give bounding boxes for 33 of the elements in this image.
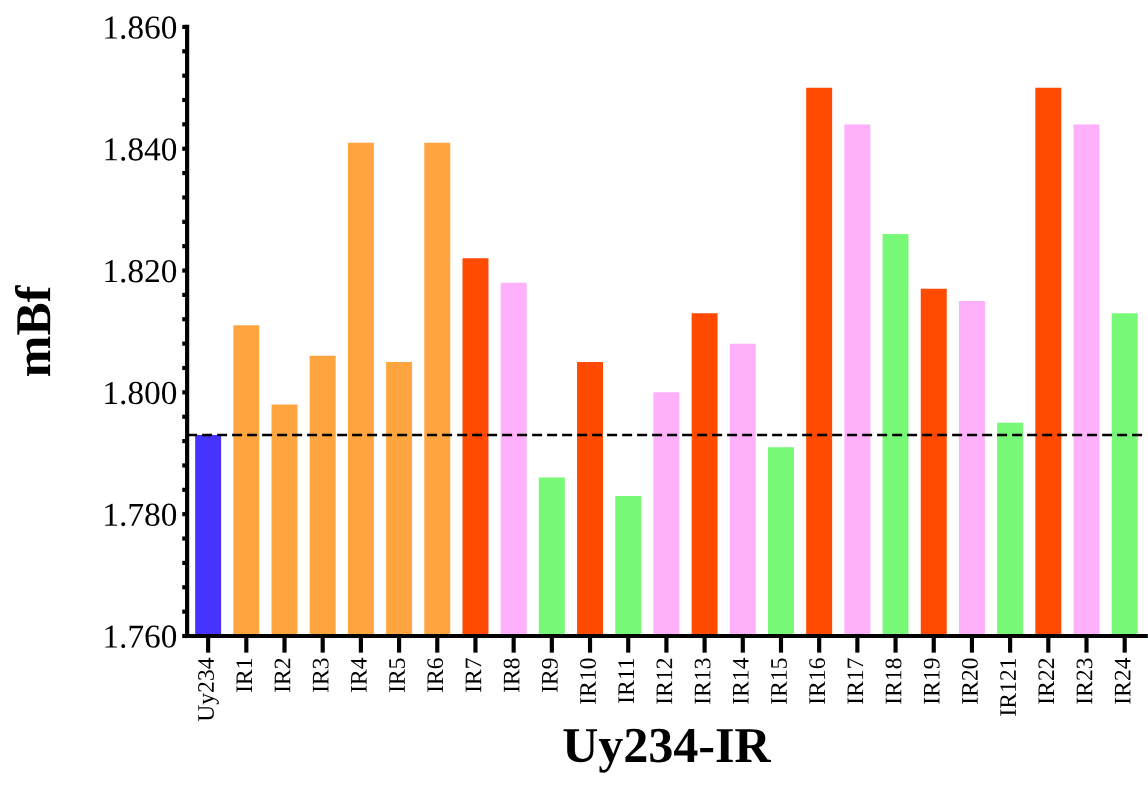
x-axis-title: Uy234-IR [563, 728, 772, 773]
y-tick-label: 1.820 [105, 259, 177, 283]
x-tick-label: IR2 [274, 658, 291, 693]
x-tick-label: IR3 [312, 658, 329, 693]
x-tick-label: IR10 [580, 658, 596, 704]
x-tick-label: IR6 [427, 658, 444, 693]
x-tick-label: IR9 [541, 658, 558, 693]
y-axis-title: mBf [14, 285, 51, 376]
x-tick-label: IR1 [236, 658, 252, 693]
x-tick-label: IR19 [923, 658, 940, 704]
x-tick-label: IR12 [656, 658, 673, 704]
y-tick-label: 1.860 [105, 16, 177, 39]
x-tick-label: IR13 [694, 658, 711, 704]
x-tick-label: IR7 [465, 658, 482, 693]
x-tick-label: IR23 [1076, 658, 1093, 704]
y-tick-label: 1.780 [105, 503, 177, 527]
x-tick-label: IR14 [732, 657, 749, 704]
x-tick-label: IR22 [1038, 658, 1054, 704]
x-tick-label: IR18 [885, 658, 902, 704]
x-tick-label: IR4 [351, 657, 367, 693]
x-tick-label: Uy234 [198, 657, 219, 722]
x-tick-label: IR15 [771, 658, 787, 704]
y-tick-label: 1.840 [105, 138, 177, 161]
x-tick-label: IR16 [809, 658, 826, 704]
x-tick-label: IR121 [1000, 658, 1016, 716]
x-tick-label: IR20 [961, 658, 978, 704]
x-tick-label: IR24 [1114, 657, 1131, 704]
x-tick-label: IR17 [847, 658, 864, 704]
y-tick-label: 1.760 [105, 625, 177, 649]
x-tick-label: IR11 [618, 658, 634, 703]
x-tick-label: IR8 [503, 658, 520, 693]
x-tick-label: IR5 [389, 658, 405, 693]
y-tick-label: 1.800 [105, 381, 177, 405]
